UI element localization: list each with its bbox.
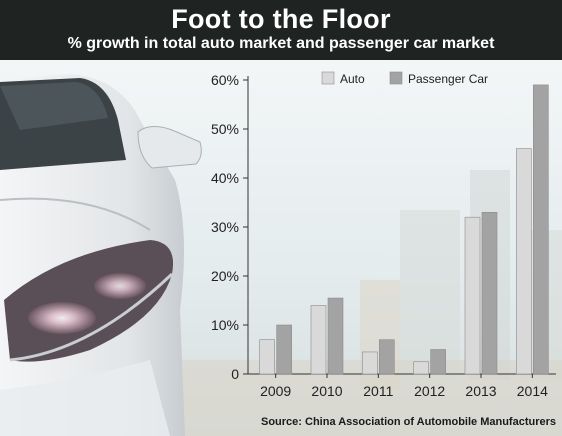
bar-passenger-car-2009: [276, 324, 292, 375]
bar-auto-2010: [310, 305, 327, 375]
bar-auto-2012: [413, 361, 429, 375]
bar-chart: 0 10% 20% 30% 40% 50% 60% 2009 2010 2011 2012 2013 2…: [211, 71, 556, 399]
legend: Auto Passenger Car: [321, 71, 488, 86]
source-note: Source: China Association of Automobile …: [261, 416, 556, 428]
bar-passenger-car-2011: [379, 339, 395, 375]
bar-passenger-car-2012: [430, 349, 446, 375]
x-tick-label: 2010: [311, 383, 342, 399]
legend-swatch-passenger-car: [389, 71, 403, 85]
x-tick-label: 2009: [260, 383, 291, 399]
y-tick-label: 50%: [211, 121, 239, 137]
x-tick-label: 2011: [363, 383, 393, 399]
y-tick-label: 40%: [211, 170, 239, 186]
bars-layer: [259, 84, 549, 375]
legend-label-auto: Auto: [340, 72, 365, 86]
bar-passenger-car-2013: [481, 212, 498, 375]
chart-title: Foot to the Floor: [171, 4, 391, 34]
x-tick-label: 2012: [414, 383, 445, 399]
legend-label-passenger-car: Passenger Car: [408, 72, 488, 86]
bar-passenger-car-2014: [533, 84, 549, 375]
bar-passenger-car-2010: [327, 297, 344, 375]
y-tick-label: 60%: [211, 72, 239, 88]
y-tick-label: 10%: [211, 317, 239, 333]
header-banner: Foot to the Floor % growth in total auto…: [0, 0, 562, 60]
bar-auto-2014: [516, 148, 532, 375]
x-tick-label: 2013: [465, 383, 496, 399]
y-tick-label: 0: [231, 366, 239, 382]
chart-subtitle: % growth in total auto market and passen…: [67, 35, 495, 52]
y-tick-label: 30%: [211, 219, 239, 235]
legend-swatch-auto: [321, 71, 335, 85]
axis-layer: 0 10% 20% 30% 40% 50% 60% 2009 2010 2011 2012 2013 2…: [211, 72, 556, 399]
y-tick-label: 20%: [211, 268, 239, 284]
bar-auto-2013: [464, 216, 481, 375]
x-tick-label: 2014: [517, 383, 548, 399]
bar-auto-2011: [362, 351, 378, 375]
bar-auto-2009: [259, 339, 275, 375]
